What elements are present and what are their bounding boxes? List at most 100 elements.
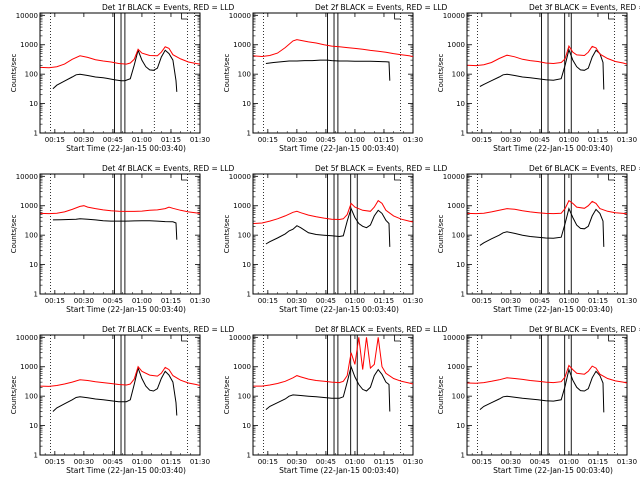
x-tick-label: 01:15 [161,297,181,305]
x-tick-label: 00:45 [530,136,550,144]
y-tick-label: 100 [25,71,38,79]
plot-frame [466,12,628,134]
interval-bracket [181,13,188,20]
x-tick-label: 00:45 [530,297,550,305]
x-tick-label: 00:15 [45,297,65,305]
chart-title: Det 7f BLACK = Events, RED = LLD [102,325,235,334]
chart-panel-6: Det 6f BLACK = Events, RED = LLD 1 10 100 10… [437,164,640,314]
x-tick-label: 00:15 [258,136,278,144]
series-lld-line [40,46,201,69]
y-tick-label: 10 [456,100,465,108]
y-tick-label: 1000 [20,363,38,371]
series-lld-line [467,199,628,215]
x-tick-label: 00:15 [472,297,492,305]
y-tick-label: 100 [238,393,251,401]
x-tick-label: 01:30 [403,297,423,305]
y-tick-label: 1 [247,452,251,460]
x-tick-label: 00:30 [287,136,307,144]
x-tick-label: 01:30 [403,458,423,466]
y-tick-label: 1 [34,291,38,299]
y-axis-label: Counts/sec [437,215,445,254]
y-tick-label: 10 [29,261,38,269]
x-axis-label: Start Time (22-Jan-15 00:03:40) [279,144,399,153]
x-axis-label: Start Time (22-Jan-15 00:03:40) [493,305,613,314]
y-tick-label: 1000 [20,41,38,49]
x-axis-label: Start Time (22-Jan-15 00:03:40) [279,305,399,314]
y-tick-label: 100 [238,71,251,79]
x-tick-label: 01:30 [190,297,210,305]
y-tick-label: 10000 [229,173,251,181]
x-tick-label: 00:15 [45,136,65,144]
chart-title: Det 5f BLACK = Events, RED = LLD [315,164,448,173]
x-tick-label: 01:15 [588,458,608,466]
series-lld-line [467,364,628,384]
y-tick-label: 1 [461,291,465,299]
plot-frame [39,12,201,134]
interval-bracket [394,174,401,181]
y-tick-label: 10 [29,100,38,108]
series-events-line [265,207,391,247]
x-tick-label: 00:30 [501,136,521,144]
x-tick-label: 01:15 [588,136,608,144]
plot-frame [252,173,414,295]
x-tick-label: 00:45 [103,297,123,305]
x-tick-label: 01:00 [345,297,365,305]
x-tick-label: 00:30 [74,297,94,305]
x-tick-label: 00:15 [258,458,278,466]
interval-bracket [394,13,401,20]
y-tick-label: 100 [452,71,465,79]
x-tick-label: 00:30 [501,297,521,305]
x-tick-label: 00:15 [472,136,492,144]
x-tick-label: 01:15 [374,136,394,144]
y-axis-label: Counts/sec [437,54,445,93]
chart-title: Det 3f BLACK = Events, RED = LLD [529,3,640,12]
series-events-line [265,365,391,412]
y-tick-label: 100 [238,232,251,240]
x-tick-label: 01:00 [345,136,365,144]
x-tick-label: 01:15 [588,297,608,305]
plot-frame [466,334,628,456]
x-tick-label: 00:30 [74,136,94,144]
x-tick-label: 01:00 [345,458,365,466]
series-events-line [52,218,178,240]
y-tick-label: 100 [25,393,38,401]
y-tick-label: 10000 [443,173,465,181]
y-tick-label: 1000 [233,41,251,49]
x-tick-label: 01:00 [559,136,579,144]
x-tick-label: 01:15 [161,136,181,144]
x-tick-label: 01:00 [132,458,152,466]
y-tick-label: 1 [34,452,38,460]
series-events-line [265,59,391,81]
x-tick-label: 00:30 [287,458,307,466]
chart-panel-2: Det 2f BLACK = Events, RED = LLD 1 10 100 10… [223,3,448,153]
y-axis-label: Counts/sec [437,376,445,415]
x-tick-label: 00:45 [103,458,123,466]
plot-frame [466,173,628,295]
chart-panel-9: Det 9f BLACK = Events, RED = LLD 1 10 100 10… [437,325,640,475]
x-tick-label: 01:00 [559,297,579,305]
x-tick-label: 01:00 [559,458,579,466]
x-tick-label: 01:30 [190,136,210,144]
y-tick-label: 10000 [16,12,38,20]
x-axis-label: Start Time (22-Jan-15 00:03:40) [279,466,399,475]
y-tick-label: 1000 [233,363,251,371]
y-tick-label: 1 [461,452,465,460]
y-tick-label: 1 [247,291,251,299]
x-axis-label: Start Time (22-Jan-15 00:03:40) [493,144,613,153]
y-tick-label: 1000 [447,363,465,371]
x-tick-label: 01:00 [132,136,152,144]
chart-title: Det 4f BLACK = Events, RED = LLD [102,164,235,173]
series-events-line [52,366,178,416]
y-tick-label: 10000 [16,173,38,181]
chart-panel-4: Det 4f BLACK = Events, RED = LLD 1 10 100 10… [10,164,235,314]
y-tick-label: 10 [242,100,251,108]
x-tick-label: 01:15 [374,297,394,305]
series-events-line [479,207,605,247]
y-tick-label: 10000 [443,12,465,20]
y-tick-label: 1000 [20,202,38,210]
x-tick-label: 01:30 [617,458,637,466]
interval-bracket [608,13,615,20]
y-tick-label: 1 [247,130,251,138]
chart-title: Det 9f BLACK = Events, RED = LLD [529,325,640,334]
